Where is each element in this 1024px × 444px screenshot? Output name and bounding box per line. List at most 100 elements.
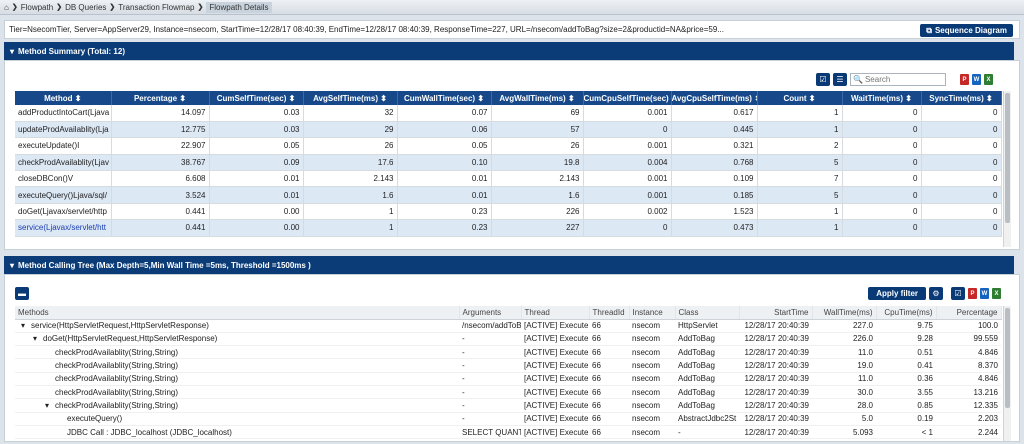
tree-scrollbar[interactable] xyxy=(1003,306,1011,441)
tree-cpu-cell: 0.36 xyxy=(876,372,936,386)
value-cell: 0 xyxy=(921,203,1002,221)
summary-header-row: Method ⬍ Percentage ⬍ CumSelfTime(sec) ⬍… xyxy=(15,91,1002,105)
menu-icon[interactable]: ☰ xyxy=(833,73,847,86)
checkbox-icon[interactable]: ☑ xyxy=(816,73,830,86)
pdf-export-icon[interactable]: P xyxy=(960,74,969,85)
summary-row[interactable]: doGet(Ljavax/servlet/http 0.441 0.00 1 0.23 2… xyxy=(15,203,1002,221)
tree-wall-cell: 5.0 xyxy=(812,412,876,426)
tree-cpu-cell: < 1 xyxy=(876,425,936,440)
col-header[interactable]: Percentage ⬍ xyxy=(111,91,210,105)
excel-export-icon[interactable]: X xyxy=(984,74,993,85)
summary-row[interactable]: executeUpdate()I 22.907 0.05 26 0.05 26 0.001 0… xyxy=(15,137,1002,155)
col-header[interactable]: Thread xyxy=(521,306,590,320)
value-cell: 0.001 xyxy=(583,105,672,122)
method-summary-header[interactable]: ▾ Method Summary (Total: 12) xyxy=(4,42,1014,60)
col-header[interactable]: AvgSelfTime(ms) ⬍ xyxy=(303,91,398,105)
tree-row[interactable]: JDBC Call : JDBC_localhost (JDBC_localho… xyxy=(15,425,1001,440)
tree-cpu-cell: 0.51 xyxy=(876,345,936,360)
summary-search-input[interactable] xyxy=(864,75,945,84)
tree-row[interactable]: ▾ doGet(HttpServletRequest,HttpServletRes… xyxy=(15,332,1001,347)
summary-row[interactable]: checkProdAvailablity(Ljav 38.767 0.09 17.6 0… xyxy=(15,154,1002,172)
col-header[interactable]: CumCpuSelfTime(sec) ⬍ xyxy=(583,91,672,105)
word-export-icon[interactable]: W xyxy=(972,74,981,85)
tree-row[interactable]: executeQuery() - [ACTIVE] Execute 66 nsecom A… xyxy=(15,412,1001,426)
value-cell: 1 xyxy=(757,105,843,122)
excel-export-icon[interactable]: X xyxy=(992,288,1001,299)
method-calling-tree-header[interactable]: ▾ Method Calling Tree (Max Depth=5,Min W… xyxy=(4,256,1014,274)
col-header[interactable]: Count ⬍ xyxy=(757,91,843,105)
summary-search-box[interactable]: 🔍 xyxy=(850,73,946,86)
summary-scrollbar[interactable] xyxy=(1003,91,1011,247)
settings-icon[interactable]: ⚙ xyxy=(929,287,943,300)
tree-row[interactable]: checkProdAvailablity(String,String) - [ACT… xyxy=(15,345,1001,360)
col-header[interactable]: SyncTime(ms) ⬍ xyxy=(921,91,1002,105)
scrollbar-thumb[interactable] xyxy=(1005,308,1010,408)
tree-tid-cell: 66 xyxy=(589,398,629,413)
tree-method-cell: checkProdAvailablity(String,String) xyxy=(15,358,459,373)
pdf-export-icon[interactable]: P xyxy=(968,288,977,299)
tree-inst-cell: nsecom xyxy=(629,425,675,440)
col-header[interactable]: AvgWallTime(ms) ⬍ xyxy=(491,91,584,105)
summary-row[interactable]: closeDBCon()V 6.608 0.01 2.143 0.01 2.143 0.00… xyxy=(15,170,1002,188)
breadcrumb-item[interactable]: Transaction Flowmap xyxy=(118,2,195,12)
apply-filter-button[interactable]: Apply filter xyxy=(868,287,926,300)
col-header[interactable]: CpuTime(ms) xyxy=(876,306,937,320)
col-header[interactable]: Methods xyxy=(15,306,460,320)
tree-method-cell: executeQuery() xyxy=(15,412,459,426)
col-header[interactable]: Instance xyxy=(629,306,676,320)
breadcrumb-item[interactable]: DB Queries xyxy=(65,2,107,12)
value-cell: 0.01 xyxy=(397,186,492,204)
col-header[interactable]: WallTime(ms) xyxy=(812,306,877,320)
breadcrumb-item[interactable]: Flowpath xyxy=(20,2,54,12)
tree-start-cell: 12/28/17 20:40:39 xyxy=(739,319,812,333)
tree-row[interactable]: ▾ checkProdAvailablity(String,String) - [AC… xyxy=(15,398,1001,413)
chevron-right-icon: ❯ xyxy=(109,4,116,11)
tree-thread-cell: [ACTIVE] Execute xyxy=(521,372,589,386)
col-header[interactable]: ThreadId xyxy=(589,306,630,320)
summary-row[interactable]: addProductIntoCart(Ljava 14.097 0.03 32 0.07… xyxy=(15,105,1002,122)
value-cell: 0.441 xyxy=(111,219,210,237)
tree-inst-cell: nsecom xyxy=(629,319,675,333)
tree-inst-cell: nsecom xyxy=(629,358,675,373)
tree-pct-cell: 2.203 xyxy=(936,412,1001,426)
col-header[interactable]: CumWallTime(sec) ⬍ xyxy=(397,91,492,105)
expand-toggle-icon[interactable]: ▾ xyxy=(33,334,38,344)
sequence-diagram-button[interactable]: ⧉ Sequence Diagram xyxy=(920,24,1013,37)
value-cell: 22.907 xyxy=(111,137,210,155)
col-header[interactable]: CumSelfTime(sec) ⬍ xyxy=(209,91,304,105)
tree-row[interactable]: ▾ service(HttpServletRequest,HttpServletR… xyxy=(15,319,1001,333)
home-icon[interactable]: ⌂ xyxy=(4,2,9,12)
tree-thread-cell: [ACTIVE] Execute xyxy=(521,425,589,440)
collapse-all-button[interactable]: ▬ xyxy=(15,287,29,300)
value-cell: 0.445 xyxy=(671,121,758,139)
word-export-icon[interactable]: W xyxy=(980,288,989,299)
tree-method-cell: ▾ service(HttpServletRequest,HttpServletR… xyxy=(15,319,459,333)
method-name-cell: executeQuery()Ljava/sql/ xyxy=(15,186,112,204)
checkbox-icon[interactable]: ☑ xyxy=(951,287,965,300)
expand-toggle-icon[interactable]: ▾ xyxy=(21,321,26,331)
summary-row[interactable]: updateProdAvailablity(Lja 12.775 0.03 29 0.0… xyxy=(15,121,1002,139)
col-header[interactable]: Class xyxy=(675,306,740,320)
col-header[interactable]: Percentage xyxy=(936,306,1002,320)
summary-row[interactable]: executeQuery()Ljava/sql/3.524 0.01 1.6 0.01… xyxy=(15,186,1002,204)
value-cell: 5 xyxy=(757,186,843,204)
value-cell: 0.617 xyxy=(671,105,758,122)
col-header[interactable]: Arguments xyxy=(459,306,522,320)
col-header[interactable]: Method ⬍ xyxy=(15,91,112,105)
summary-row[interactable]: service(Ljavax/servlet/htt 0.441 0.00 1 0.23… xyxy=(15,219,1002,237)
col-header[interactable]: WaitTime(ms) ⬍ xyxy=(842,91,922,105)
tree-row[interactable]: checkProdAvailablity(String,String) - [ACT… xyxy=(15,358,1001,373)
expand-toggle-icon[interactable]: ▾ xyxy=(45,400,50,410)
scrollbar-thumb[interactable] xyxy=(1005,93,1010,223)
value-cell: 0.06 xyxy=(397,121,492,139)
tree-row[interactable]: checkProdAvailablity(String,String) - [ACT… xyxy=(15,372,1001,386)
tree-row[interactable]: checkProdAvailablity(String,String) - [ACT… xyxy=(15,385,1001,400)
value-cell: 0.00 xyxy=(209,203,304,221)
value-cell: 29 xyxy=(303,121,398,139)
collapse-icon[interactable]: ▾ xyxy=(10,46,15,56)
col-header[interactable]: AvgCpuSelfTime(ms) ⬍ xyxy=(671,91,758,105)
collapse-icon[interactable]: ▾ xyxy=(10,260,15,270)
value-cell: 26 xyxy=(303,137,398,155)
tree-tid-cell: 66 xyxy=(589,345,629,360)
col-header[interactable]: StartTime xyxy=(739,306,813,320)
